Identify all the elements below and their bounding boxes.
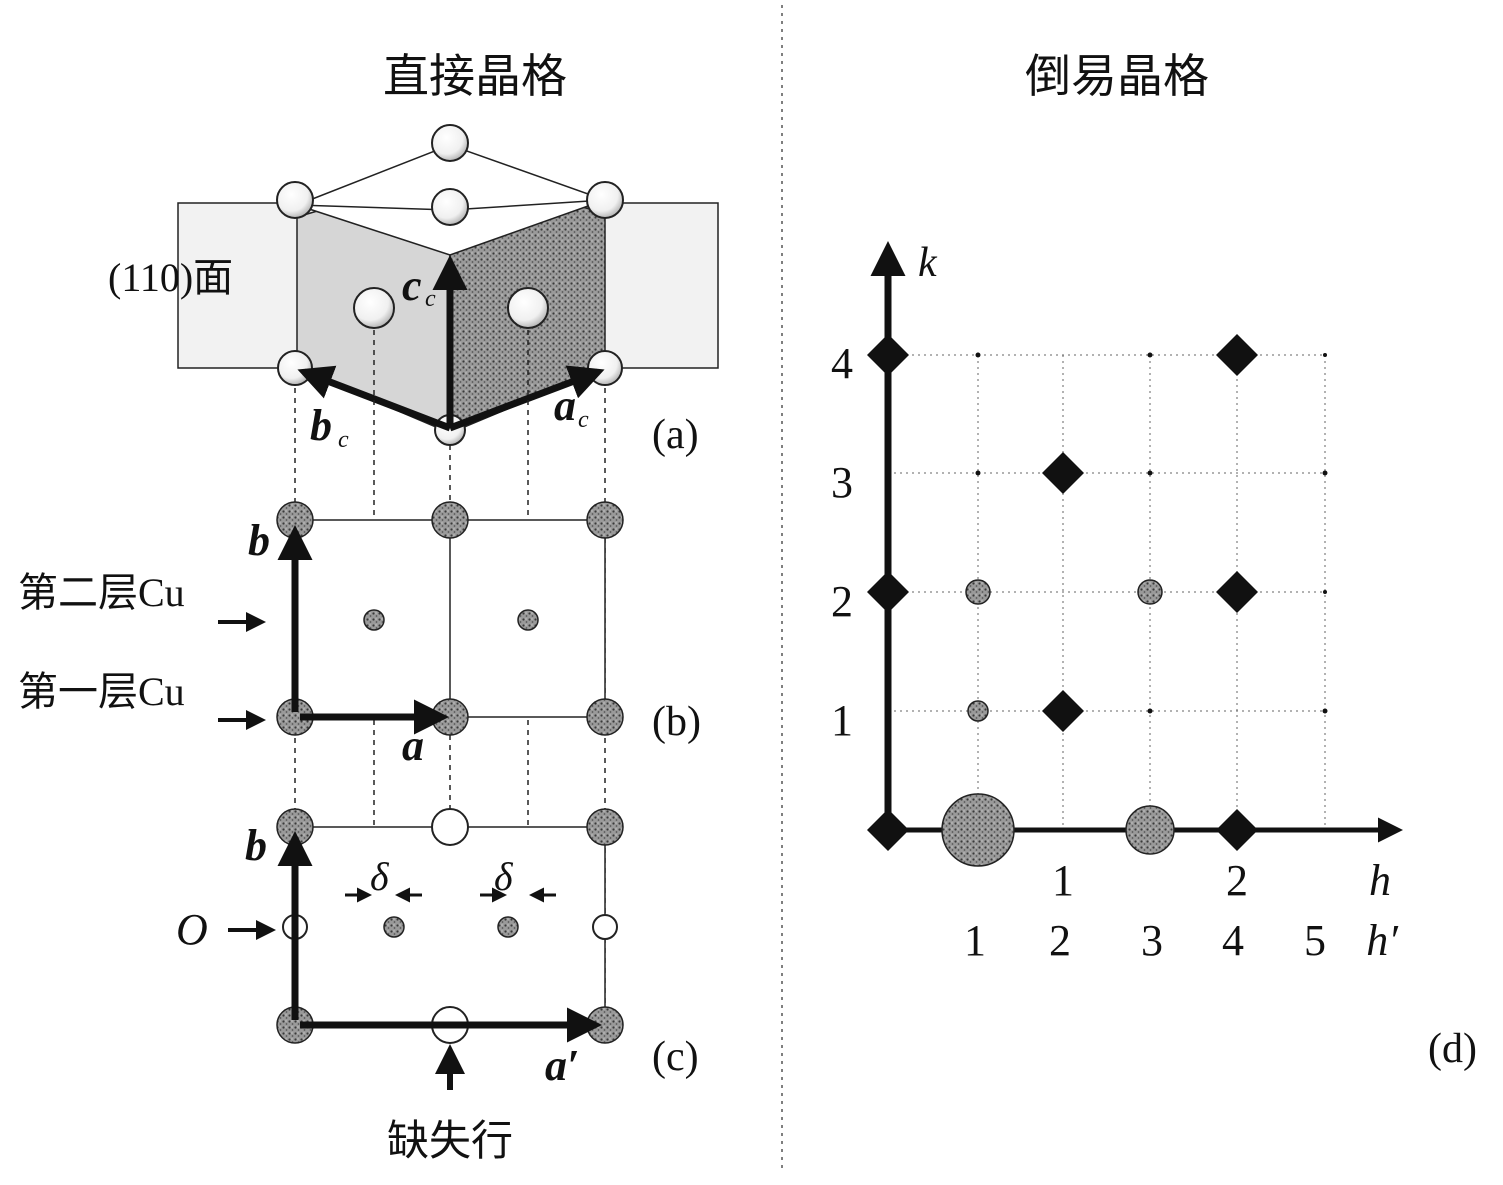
k-tick-2: 2 — [831, 577, 853, 626]
cu-atom-shifted — [383, 916, 405, 938]
weak-spot — [1147, 352, 1153, 358]
delta-label-left: δ — [370, 854, 390, 899]
panel-c: b a′ δ δ O 缺失行 (c) — [176, 808, 699, 1165]
vector-a-c-subscript: c — [578, 407, 589, 433]
layer1-label: 第一层Cu — [18, 669, 185, 714]
weak-spot — [1323, 590, 1327, 594]
surface-cell-c — [294, 826, 606, 1026]
weak-spot — [1147, 708, 1153, 714]
diamond-spot — [1216, 571, 1258, 613]
cu-atom-layer2 — [517, 609, 539, 631]
atom — [353, 287, 395, 329]
vector-b-c — [297, 365, 452, 432]
vector-b-c-label: b — [310, 401, 332, 450]
atom — [507, 287, 549, 329]
panel-d-tag: (d) — [1428, 1026, 1477, 1072]
oxygen-label: O — [176, 905, 208, 954]
hp-tick-1: 1 — [964, 916, 986, 965]
diamond-spot — [1216, 334, 1258, 376]
hp-tick-3: 3 — [1141, 916, 1163, 965]
diamond-spot — [1216, 809, 1258, 851]
panel-d: k 1 2 3 4 1 2 h 1 2 3 4 5 h′ (d) — [831, 240, 1477, 1072]
diffraction-spot — [965, 579, 991, 605]
plane-110-label: (110)面 — [108, 255, 233, 300]
weak-spot — [1323, 353, 1327, 357]
diamond-spot — [1042, 690, 1084, 732]
cu-atom-shifted — [497, 916, 519, 938]
vector-b-prime-label: b — [245, 821, 267, 870]
panel-b-tag: (b) — [652, 699, 701, 745]
layer2-label: 第二层Cu — [18, 570, 185, 615]
panel-c-tag: (c) — [652, 1034, 699, 1080]
vector-a-c-label: a — [554, 381, 576, 430]
vector-a-label: a — [402, 721, 424, 770]
diffraction-spot — [1137, 579, 1163, 605]
diamond-spot — [867, 809, 909, 851]
vector-a-c — [448, 365, 605, 432]
weak-spot — [1322, 470, 1328, 476]
cu-atom-layer1 — [586, 501, 624, 539]
vector-c-label: c — [402, 261, 422, 310]
panel-a: (110)面 c c b c a c (a) — [108, 124, 719, 458]
oxygen-atom — [592, 914, 618, 940]
hp-tick-4: 4 — [1222, 916, 1244, 965]
weak-spot — [1323, 828, 1327, 832]
vector-b-c-subscript: c — [338, 427, 349, 453]
cu-atom — [586, 808, 624, 846]
diamond-spot — [867, 334, 909, 376]
diamond-spot — [1042, 452, 1084, 494]
title-direct-lattice: 直接晶格 — [383, 49, 567, 103]
atom — [587, 350, 623, 386]
weak-spot — [1147, 470, 1153, 476]
atom — [431, 188, 469, 226]
vector-a-prime-label: a′ — [545, 1041, 579, 1090]
diffraction-spot-large — [941, 793, 1015, 867]
vector-c-subscript: c — [425, 286, 436, 312]
reciprocal-grid — [888, 354, 1326, 830]
atom — [277, 350, 313, 386]
k-tick-3: 3 — [831, 458, 853, 507]
title-reciprocal-lattice: 倒易晶格 — [1025, 49, 1209, 103]
weak-spot — [975, 352, 981, 358]
atom — [586, 181, 624, 219]
cu-atom-layer1 — [586, 698, 624, 736]
panel-a-tag: (a) — [652, 412, 699, 458]
diamond-spot — [867, 571, 909, 613]
weak-points — [975, 352, 1328, 832]
cu-atom-layer1 — [431, 501, 469, 539]
hp-tick-2: 2 — [1049, 916, 1071, 965]
k-tick-1: 1 — [831, 696, 853, 745]
diffraction-spot — [967, 700, 989, 722]
atom — [431, 124, 469, 162]
vector-b-label: b — [248, 516, 270, 565]
unit-cell-edge — [296, 204, 451, 211]
h-tick-1: 1 — [1052, 856, 1074, 905]
diamond-spots — [867, 334, 1258, 851]
cu-atom-layer2 — [363, 609, 385, 631]
h-axis-label: h — [1369, 856, 1391, 905]
unit-cell-edge — [449, 199, 606, 211]
delta-label-right: δ — [494, 854, 514, 899]
weak-spot — [975, 470, 981, 476]
weak-spot — [1322, 708, 1328, 714]
k-axis-label: k — [918, 240, 938, 286]
k-tick-4: 4 — [831, 339, 853, 388]
hp-tick-5: 5 — [1304, 916, 1326, 965]
h-tick-2: 2 — [1226, 856, 1248, 905]
panel-b: 第二层Cu 第一层Cu b a (b) — [18, 501, 701, 770]
atom — [276, 181, 314, 219]
missing-row-atom — [431, 808, 469, 846]
hp-axis-label: h′ — [1366, 916, 1399, 965]
diffraction-spot-medium — [1125, 805, 1175, 855]
missing-row-label: 缺失行 — [387, 1119, 513, 1165]
